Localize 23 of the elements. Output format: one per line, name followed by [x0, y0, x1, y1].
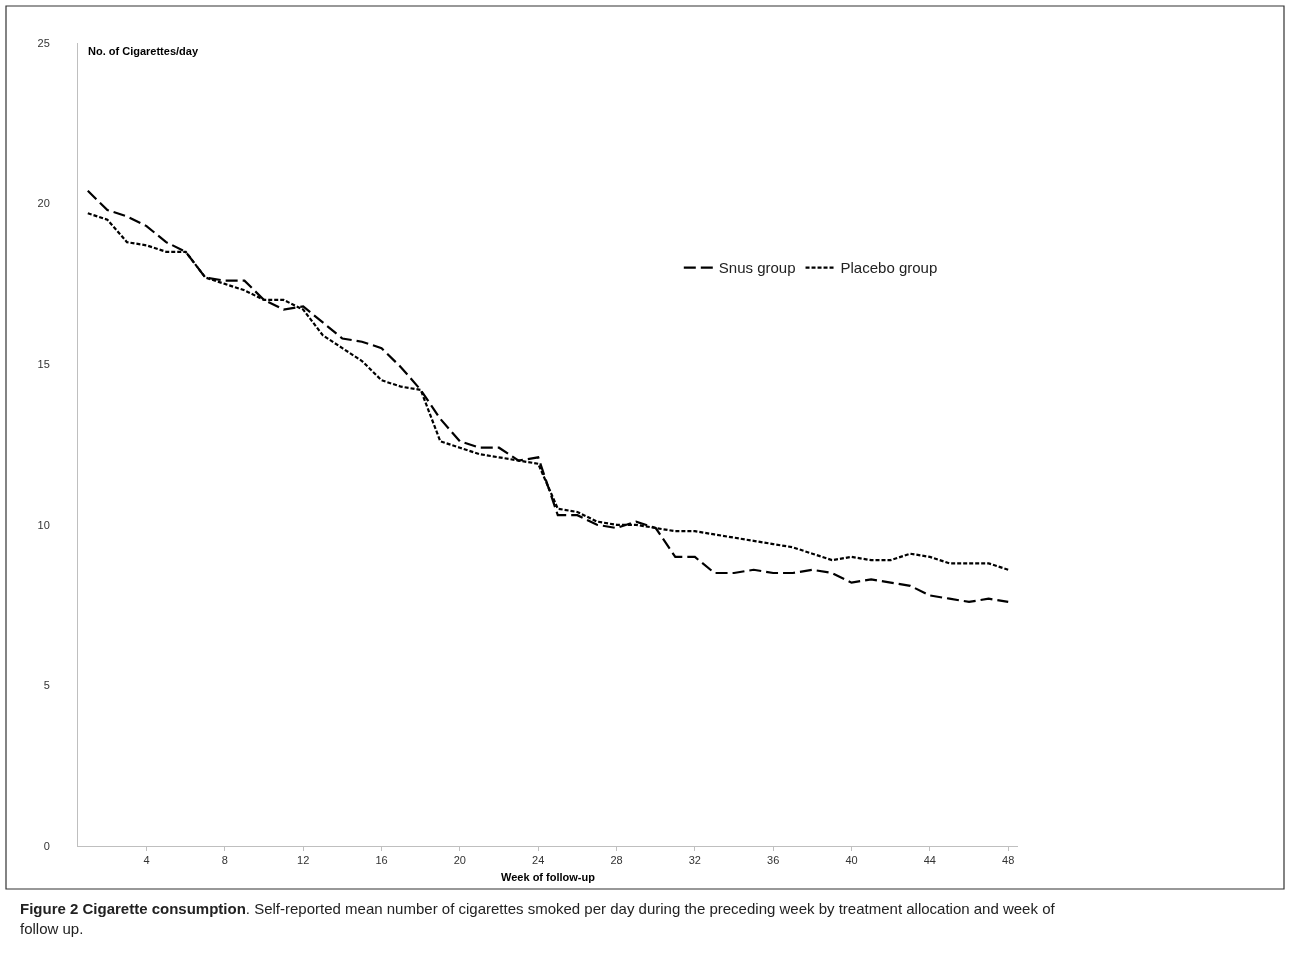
- y-tick-label: 15: [37, 358, 50, 371]
- y-tick-label: 0: [43, 839, 50, 852]
- y-axis-title: No. of Cigarettes/day: [88, 45, 199, 57]
- x-tick-label: 32: [688, 854, 702, 867]
- x-tick-label: 44: [923, 854, 937, 867]
- x-tick-label: 40: [845, 854, 858, 867]
- x-tick-label: 4: [143, 854, 150, 867]
- x-tick-label: 36: [767, 854, 780, 867]
- x-axis-title: Week of follow-up: [501, 871, 596, 884]
- x-tick-label: 48: [1002, 854, 1015, 867]
- x-tick-label: 12: [297, 854, 310, 867]
- y-tick-label: 5: [43, 679, 50, 692]
- x-tick-label: 24: [532, 854, 545, 867]
- y-tick-label: 10: [37, 518, 50, 531]
- y-tick-label: 20: [37, 197, 50, 210]
- x-tick-label: 16: [375, 854, 388, 867]
- x-tick-label: 28: [610, 854, 623, 867]
- text: Figure 2 Cigarette consumption: [20, 900, 246, 917]
- legend-label: Placebo group: [840, 259, 938, 277]
- legend-label: Snus group: [718, 259, 796, 277]
- x-tick-label: 20: [453, 854, 466, 867]
- y-tick-label: 25: [37, 36, 50, 49]
- x-tick-label: 8: [221, 854, 228, 867]
